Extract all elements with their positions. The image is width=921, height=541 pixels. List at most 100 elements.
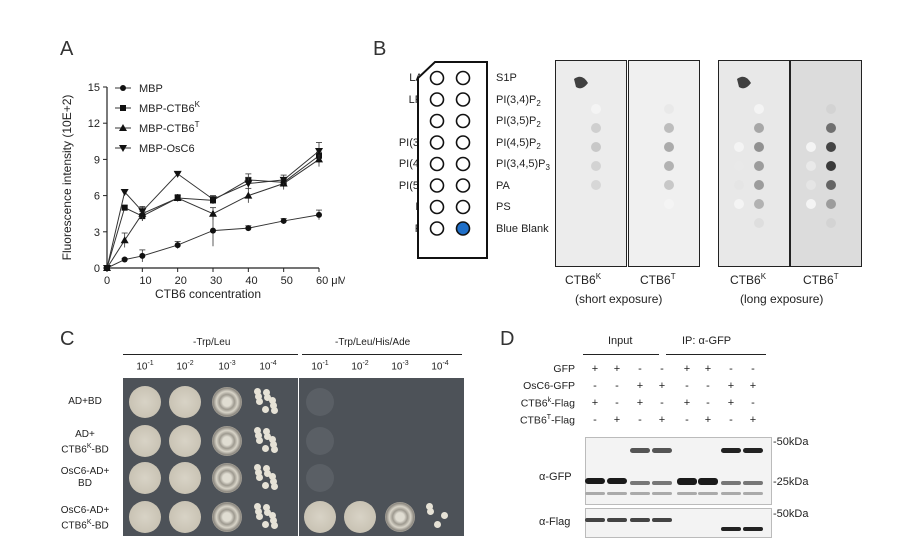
sign-mark: + <box>636 397 644 409</box>
yeast-colony <box>256 474 263 481</box>
binding-spot <box>754 142 764 152</box>
sign-mark: - <box>706 380 710 392</box>
legend-label: MBP-OsC6 <box>139 143 195 155</box>
data-point <box>209 196 217 204</box>
strip-caption-4: CTB6T <box>803 272 839 287</box>
faint-spot <box>306 388 334 416</box>
sign-mark: + <box>683 363 691 375</box>
lipid-spot-circle <box>455 221 471 236</box>
sign-mark: + <box>749 380 757 392</box>
panel-label-c: C <box>60 328 75 350</box>
yeast-spot <box>169 501 201 533</box>
yeast-spot <box>212 426 242 456</box>
data-point <box>315 147 323 155</box>
band-gfp <box>698 478 718 485</box>
sign-mark: - <box>638 414 642 426</box>
yeast-colony <box>270 478 277 485</box>
x-tick-label: 40 <box>245 275 257 287</box>
dilution-label: 10-4 <box>431 360 449 373</box>
sign-mark: + <box>591 397 599 409</box>
sign-mark: - <box>729 414 733 426</box>
strain-label: OsC6-AD+ BD <box>60 466 110 489</box>
yeast-spot <box>385 502 415 532</box>
band-osc6-gfp <box>630 448 650 453</box>
yeast-colony <box>263 428 270 435</box>
mw-50kda-top: -50kDa <box>773 436 809 448</box>
lipid-spot-circle <box>455 113 471 129</box>
input-line <box>583 354 659 355</box>
lipid-spot-circle <box>429 113 445 129</box>
binding-spot <box>754 218 764 228</box>
y-tick-label: 0 <box>94 263 100 275</box>
binding-spot <box>591 161 601 171</box>
yeast-colony <box>256 398 263 405</box>
sign-mark: - <box>660 397 664 409</box>
binding-spot <box>754 104 764 114</box>
sign-mark: + <box>613 363 621 375</box>
strip-caption-1: CTB6K <box>565 272 602 287</box>
data-point <box>174 242 181 249</box>
yeast-spot <box>169 425 201 457</box>
strip-smear <box>737 76 751 89</box>
sign-mark: + <box>683 397 691 409</box>
data-point <box>173 194 182 202</box>
yeast-colony <box>254 388 261 395</box>
yeast-colony <box>264 470 271 477</box>
lipid-spot-circle <box>455 178 471 193</box>
faint-spot <box>306 427 334 455</box>
strain-label: AD+BD <box>68 396 102 407</box>
strip-caption-2: CTB6T <box>640 272 676 287</box>
band-flag <box>721 527 741 531</box>
yeast-colony <box>255 432 262 439</box>
lipid-label-right: PI(4,5)P2 <box>496 136 541 151</box>
yeast-spot <box>212 387 242 417</box>
band-osc6-gfp <box>721 448 741 453</box>
lipid-label-right: PS <box>496 201 511 213</box>
legend-marker <box>120 105 126 111</box>
dilution-label: 10-2 <box>351 360 369 373</box>
y-tick-label: 15 <box>88 82 100 94</box>
x-tick-label: 50 <box>281 275 293 287</box>
strip-bg <box>629 61 699 266</box>
band-flag <box>652 518 672 522</box>
yeast-colony <box>254 427 261 434</box>
binding-spot <box>754 123 764 133</box>
band-osc6-gfp <box>743 448 763 453</box>
mw-50kda-bottom: -50kDa <box>773 508 809 520</box>
y-tick-label: 12 <box>88 118 100 130</box>
sign-mark: - <box>615 380 619 392</box>
binding-spot <box>806 161 816 171</box>
data-point <box>210 227 216 234</box>
blot-flag <box>585 508 772 538</box>
yeast-colony <box>434 521 441 528</box>
yeast-colony <box>255 469 262 476</box>
dilution-label: 10-1 <box>311 360 329 373</box>
yeast-colony <box>270 517 277 524</box>
yeast-colony <box>262 521 269 528</box>
binding-spot <box>806 199 816 209</box>
yeast-colony <box>262 482 269 489</box>
lipid-spot-circle <box>455 135 471 150</box>
band-flag <box>585 518 605 522</box>
data-point <box>280 217 287 224</box>
binding-spot <box>664 199 674 209</box>
sign-mark: + <box>613 414 621 426</box>
lipid-spot-circle <box>429 156 445 172</box>
lipid-label-right: Blue Blank <box>496 222 549 235</box>
coip-row-label: OsC6-GFP <box>523 380 575 392</box>
yeast-colony <box>263 465 270 472</box>
strip-ctb6t-short <box>628 60 700 267</box>
y-tick-label: 9 <box>94 154 100 166</box>
yeast-colony <box>263 389 270 396</box>
strip-smear <box>574 76 588 89</box>
binding-spot <box>591 104 601 114</box>
binding-spot <box>734 142 744 152</box>
yeast-spot <box>304 501 336 533</box>
data-point <box>120 236 129 244</box>
strip-caption-3: CTB6K <box>730 272 767 287</box>
x-tick-label: 30 <box>210 275 222 287</box>
band-gfp <box>585 478 605 484</box>
y-tick-label: 3 <box>94 227 100 239</box>
strain-label: OsC6-AD+ CTB6K-BD <box>60 505 110 532</box>
yeast-colony <box>264 394 271 401</box>
